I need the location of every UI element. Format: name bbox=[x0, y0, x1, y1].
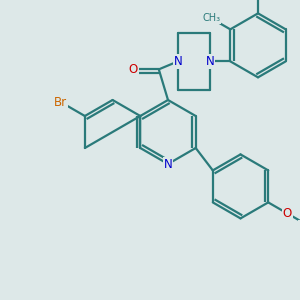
Text: O: O bbox=[283, 207, 292, 220]
Text: CH₃: CH₃ bbox=[299, 220, 300, 230]
Text: N: N bbox=[206, 55, 214, 68]
Text: O: O bbox=[129, 63, 138, 76]
Text: Br: Br bbox=[54, 95, 67, 109]
Text: CH₃: CH₃ bbox=[202, 13, 220, 23]
Text: N: N bbox=[174, 55, 182, 68]
Text: N: N bbox=[164, 158, 172, 170]
